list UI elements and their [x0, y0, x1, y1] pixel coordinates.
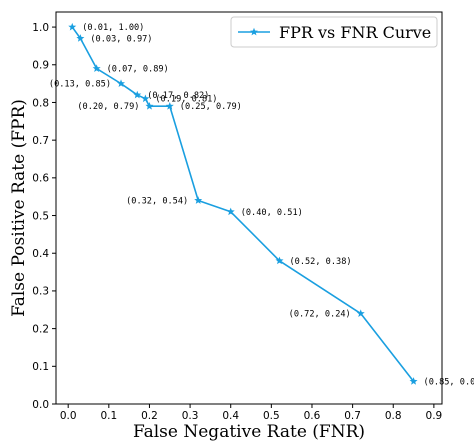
y-tick-label: 0.2 — [32, 323, 49, 335]
data-point-marker — [226, 207, 235, 216]
data-point-label: (0.01, 1.00) — [82, 23, 144, 33]
y-tick-label: 0.4 — [32, 248, 49, 260]
data-point-marker — [133, 90, 142, 99]
x-axis-title: False Negative Rate (FNR) — [133, 422, 365, 442]
plot-area — [55, 11, 443, 405]
x-tick-label: 0.8 — [385, 410, 402, 422]
x-tick-label: 0.5 — [263, 410, 280, 422]
y-tick-label: 0.1 — [32, 361, 49, 373]
legend: FPR vs FNR Curve — [230, 16, 438, 48]
data-point-marker — [92, 64, 101, 72]
x-tick-label: 0.9 — [426, 410, 443, 422]
y-tick-label: 0.7 — [32, 135, 49, 147]
y-tick-label: 1.0 — [32, 22, 49, 34]
plot-frame — [55, 11, 443, 405]
data-point-label: (0.19, 0.81) — [155, 95, 217, 105]
data-point-label: (0.17, 0.82) — [147, 91, 209, 101]
y-tick-label: 0.8 — [32, 97, 49, 109]
data-point-marker — [194, 196, 203, 204]
data-point-label: (0.52, 0.38) — [289, 257, 351, 267]
series-line — [71, 26, 415, 382]
legend-star-marker — [250, 27, 258, 36]
x-tick-label: 0.2 — [141, 410, 158, 422]
x-axis: 0.0 0.1 0.2 0.3 0.4 0.5 0.6 0.7 0.8 0.9 — [60, 404, 442, 422]
y-tick-label: 0.3 — [32, 286, 49, 298]
y-tick-label: 0.0 — [32, 399, 49, 411]
y-tick-label: 0.5 — [32, 210, 49, 222]
y-tick-label: 0.9 — [32, 60, 49, 72]
x-tick-label: 0.3 — [182, 410, 199, 422]
data-labels: (0.01, 1.00)(0.03, 0.97) (0.07, 0.89) (0.1… — [49, 23, 474, 387]
data-point-marker — [409, 377, 418, 385]
data-point-label: (0.40, 0.51) — [241, 208, 303, 218]
data-point-label: (0.20, 0.79) — [77, 102, 139, 112]
data-point-label: (0.85, 0.06) — [424, 377, 474, 387]
y-axis: 0.0 0.1 0.2 0.3 0.4 0.5 0.6 0.7 0.8 0.9 1.0 — [32, 22, 56, 411]
data-point-label: (0.03, 0.97) — [90, 34, 152, 44]
data-point-marker — [117, 79, 125, 88]
data-point-label: (0.13, 0.85) — [49, 80, 111, 90]
y-tick-label: 0.6 — [32, 173, 49, 185]
x-tick-label: 0.7 — [344, 410, 361, 422]
data-point-label: (0.25, 0.79) — [180, 102, 242, 112]
data-point-label: (0.72, 0.24) — [289, 310, 351, 320]
data-point-marker — [165, 102, 174, 110]
series-layer — [68, 22, 418, 385]
x-tick-label: 0.0 — [60, 410, 77, 422]
legend-label: FPR vs FNR Curve — [279, 23, 431, 42]
data-point-marker — [76, 34, 85, 42]
x-tick-label: 0.1 — [100, 410, 117, 422]
data-point-marker — [275, 256, 284, 265]
legend-box — [230, 16, 438, 48]
data-point-label: (0.07, 0.89) — [107, 65, 169, 75]
data-point-marker — [145, 102, 154, 110]
data-point-marker — [141, 94, 150, 103]
data-point-marker — [356, 309, 365, 317]
y-axis-title: False Positive Rate (FPR) — [9, 99, 29, 317]
x-tick-label: 0.4 — [222, 410, 239, 422]
x-tick-label: 0.6 — [304, 410, 321, 422]
data-point-label: (0.32, 0.54) — [126, 196, 188, 206]
data-point-marker — [68, 22, 77, 31]
